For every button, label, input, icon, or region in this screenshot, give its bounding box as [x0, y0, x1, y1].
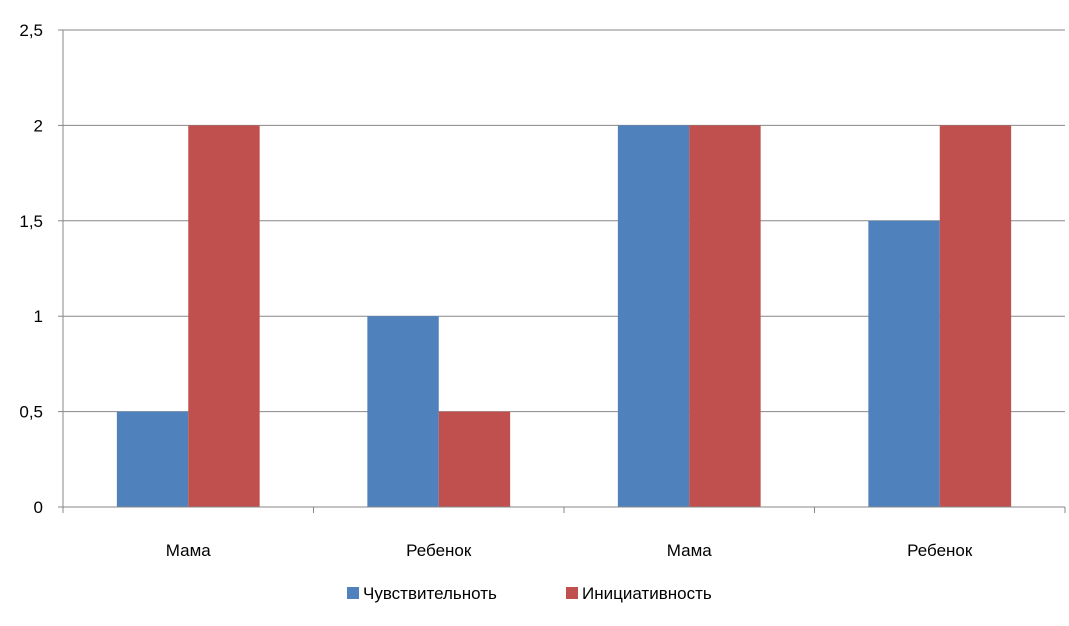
bars — [116, 125, 1012, 508]
y-tick-label: 1,5 — [19, 212, 43, 231]
legend-label: Инициативность — [582, 584, 712, 603]
legend-label: Чувствительноть — [363, 584, 497, 603]
x-tick-label: Мама — [166, 541, 211, 560]
y-axis-tick-labels: 0 0,5 1 1,5 2 2,5 — [19, 21, 43, 517]
axes — [58, 29, 1066, 513]
x-axis-tick-labels: Мама Ребенок Мама Ребенок — [166, 541, 973, 560]
bar-series1 — [617, 125, 690, 508]
bar-series2 — [438, 411, 511, 507]
bar-series1 — [116, 411, 189, 507]
x-tick-label: Ребенок — [406, 541, 472, 560]
bar-series2 — [689, 125, 761, 508]
x-tick-label: Ребенок — [907, 541, 973, 560]
y-tick-label: 1 — [34, 307, 43, 326]
bar-series1 — [367, 316, 439, 507]
y-tick-label: 2 — [34, 116, 43, 135]
bar-series2 — [188, 125, 260, 508]
legend-swatch — [347, 587, 359, 599]
bar-series1 — [868, 220, 940, 508]
legend-swatch — [566, 587, 578, 599]
y-tick-label: 0 — [34, 498, 43, 517]
y-tick-label: 0,5 — [19, 403, 43, 422]
bar-series2 — [939, 125, 1012, 508]
x-tick-label: Мама — [667, 541, 712, 560]
y-tick-label: 2,5 — [19, 21, 43, 40]
legend: Чувствительноть Инициативность — [347, 584, 712, 603]
